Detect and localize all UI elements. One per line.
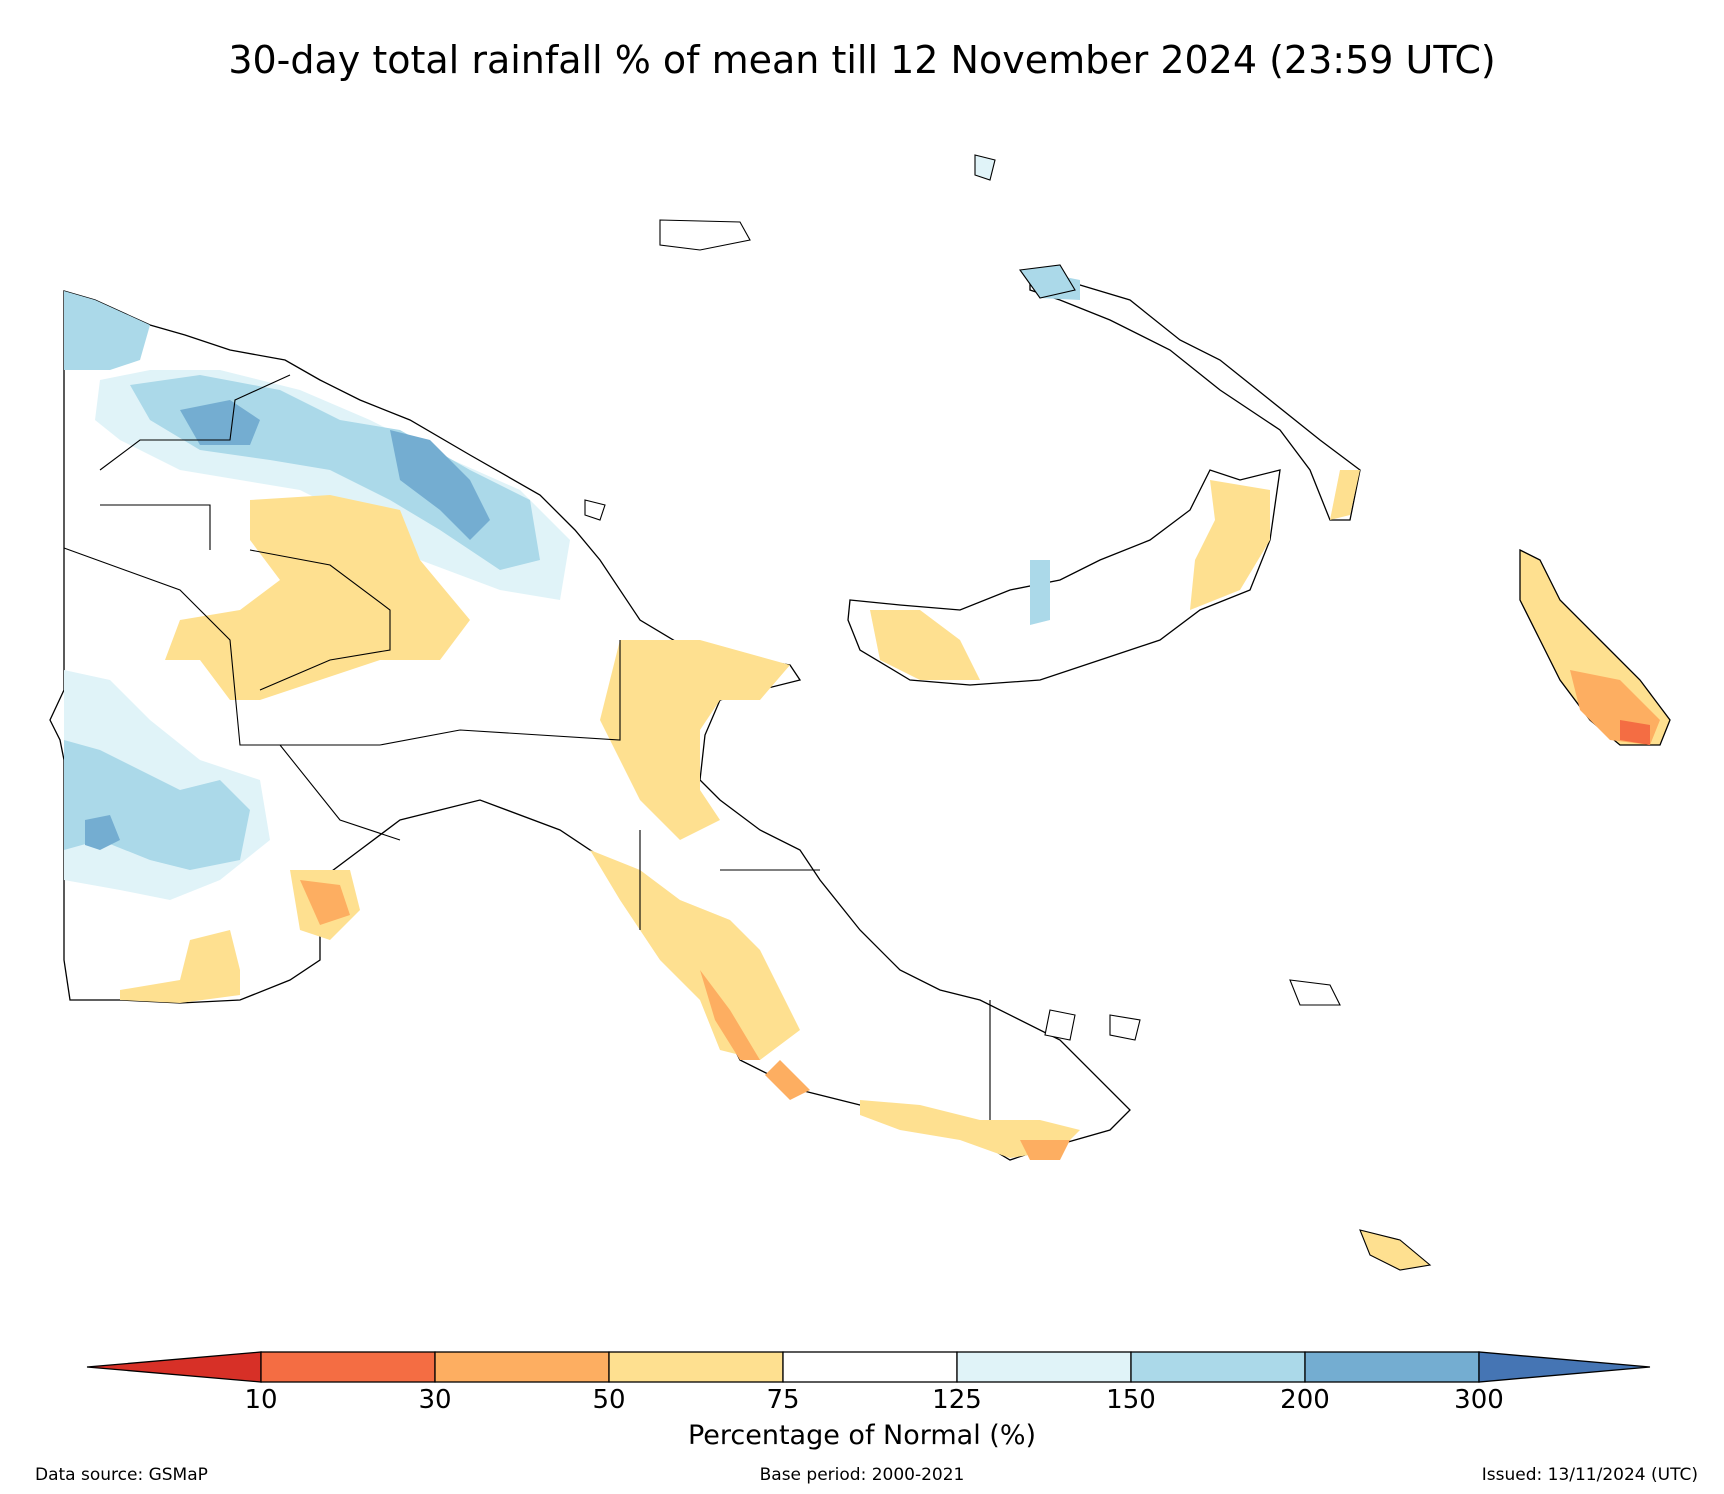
colorbar-10-30 xyxy=(260,1351,436,1383)
new-ireland xyxy=(1029,269,1361,521)
colorbar-tick-30: 30 xyxy=(418,1385,452,1415)
map-title: 30-day total rainfall % of mean till 12 … xyxy=(228,38,1496,82)
rain-50-75-coast-se xyxy=(590,850,800,1060)
mainland xyxy=(49,290,1131,1161)
colorbar-75-125 xyxy=(782,1351,958,1383)
data-source-text: Data source: GSMaP xyxy=(35,1465,208,1485)
rain-50-75-new-britain-e xyxy=(1190,480,1270,610)
new-ireland-landmass xyxy=(1029,269,1361,521)
colorbar-tick-50: 50 xyxy=(592,1385,626,1415)
rain-10-30-bougainville xyxy=(1620,720,1650,745)
colorbar-tick-300: 300 xyxy=(1454,1385,1504,1415)
rain-30-50-coast-se xyxy=(700,970,810,1100)
colorbar-tick-10: 10 xyxy=(244,1385,278,1415)
rain-150-200-nw xyxy=(64,291,150,370)
province-boundaries xyxy=(63,374,991,1120)
island-ne xyxy=(974,154,996,181)
rain-200-300-north xyxy=(180,400,490,540)
colorbar xyxy=(86,1351,1651,1383)
island-louisiades xyxy=(1359,1229,1432,1271)
islands xyxy=(584,154,1432,1271)
rain-150-200-new-britain xyxy=(1030,560,1050,625)
colorbar-tick-200: 200 xyxy=(1280,1385,1330,1415)
island-trobriand xyxy=(1109,1014,1141,1041)
colorbar-above-300 xyxy=(1478,1351,1651,1383)
colorbar-30-50 xyxy=(434,1351,610,1383)
colorbar-tick-125: 125 xyxy=(932,1385,982,1415)
island-d-entrecasteaux xyxy=(1044,1009,1076,1041)
manus-island xyxy=(659,219,751,251)
colorbar-50-75 xyxy=(608,1351,784,1383)
issued-text: Issued: 13/11/2024 (UTC) xyxy=(1481,1465,1698,1485)
colorbar-below-10 xyxy=(86,1351,262,1383)
rain-200-300-west xyxy=(85,815,120,850)
new-britain xyxy=(847,469,1281,686)
colorbar-tick-150: 150 xyxy=(1106,1385,1156,1415)
rain-50-75-central xyxy=(165,495,470,700)
rain-50-75-south xyxy=(600,640,790,840)
rain-30-50-sw xyxy=(300,880,350,925)
island-karkar xyxy=(584,499,606,521)
colorbar-150-200 xyxy=(1130,1351,1306,1383)
island-northwest xyxy=(1019,264,1076,299)
island-woodlark xyxy=(1289,979,1341,1006)
rain-50-75-new-ireland xyxy=(1330,470,1360,520)
colorbar-200-300 xyxy=(1304,1351,1480,1383)
base-period-text: Base period: 2000-2021 xyxy=(759,1465,965,1485)
colorbar-axis-label: Percentage of Normal (%) xyxy=(687,1420,1037,1451)
colorbar-125-150 xyxy=(956,1351,1132,1383)
bougainville xyxy=(1519,548,1671,746)
rain-50-75-sw xyxy=(120,870,360,1003)
rain-30-50-south-tip xyxy=(1020,1140,1070,1160)
rain-50-75-new-britain-w xyxy=(870,610,980,680)
colorbar-tick-75: 75 xyxy=(766,1385,800,1415)
